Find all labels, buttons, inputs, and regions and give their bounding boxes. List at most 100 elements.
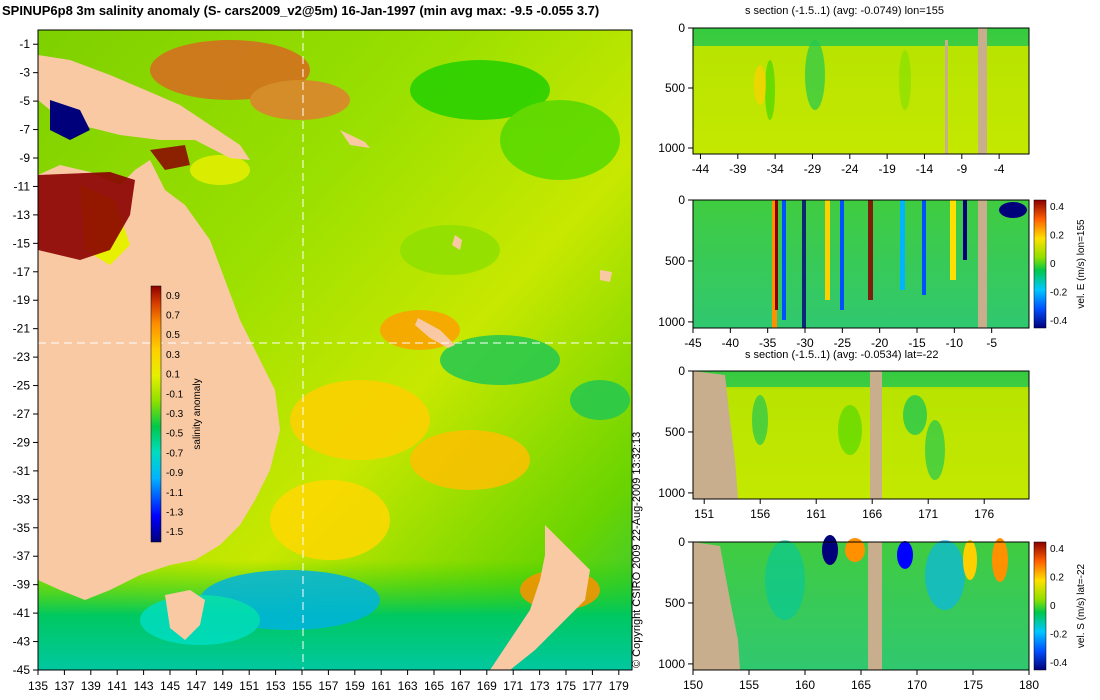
- map-x-tick-label: 135: [28, 679, 48, 693]
- vel-e-colorbar: [1033, 199, 1047, 329]
- velocity-colorbar-tick-label: 0.2: [1050, 231, 1064, 242]
- salinity-colorbar-tick-label: -0.1: [166, 389, 184, 400]
- salinity-colorbar-tick-label: 0.3: [166, 350, 180, 361]
- vel-s-colorbar-ticks: 0.4 0.2 0 -0.2 -0.4: [1050, 544, 1068, 669]
- map-y-tick-label: -41: [13, 606, 31, 620]
- section-x-tick-label: -40: [722, 336, 740, 350]
- gulf-high-salinity: [38, 172, 135, 260]
- salinity-colorbar-tick-label: -0.5: [166, 429, 184, 440]
- salinity-colorbar-tick-label: -1.5: [166, 527, 184, 538]
- section2-land: [978, 200, 987, 328]
- map-x-tick-label: 153: [266, 679, 286, 693]
- section-x-tick-label: -10: [946, 336, 964, 350]
- png-coast-high: [150, 145, 190, 170]
- section-x-tick-label: -20: [871, 336, 889, 350]
- section-y-tick-label: 1000: [658, 315, 685, 329]
- section-panel-1: -44 -39 -34 -29 -24 -19 -14 -9 -4 0 500 1000: [658, 21, 1030, 176]
- velocity-colorbar-tick-label: -0.2: [1050, 287, 1068, 298]
- section-x-tick-label: 155: [739, 678, 759, 692]
- salinity-colorbar-tick-label: 0.1: [166, 370, 180, 381]
- salinity-colorbar-tick-label: 0.7: [166, 311, 180, 322]
- section-x-tick-label: -29: [804, 162, 822, 176]
- map-y-tick-label: -31: [13, 464, 31, 478]
- map-y-tick-label: -29: [13, 435, 31, 449]
- section4-y-ticks: 0 500 1000: [658, 535, 693, 671]
- section-x-tick-label: -5: [986, 336, 997, 350]
- new-caledonia-landmass: [415, 318, 455, 348]
- section-y-tick-label: 500: [665, 254, 685, 268]
- map-x-tick-label: 141: [107, 679, 127, 693]
- map-frame: [37, 29, 633, 671]
- map-x-tick-label: 155: [292, 679, 312, 693]
- map-x-tick-label: 171: [503, 679, 523, 693]
- section-x-tick-label: 161: [806, 507, 826, 521]
- map-y-tick-label: -27: [13, 407, 31, 421]
- salinity-colorbar-tick-label: -0.7: [166, 448, 184, 459]
- map-y-tick-label: -17: [13, 265, 31, 279]
- section-x-tick-label: -35: [759, 336, 777, 350]
- map-x-ticks: 135 137 139 141 143 145 147 149 151 153 155 157 159 1…: [28, 670, 629, 693]
- section-x-tick-label: -45: [684, 336, 702, 350]
- section4-shelf: [693, 542, 740, 670]
- tasmania-landmass: [165, 590, 205, 640]
- vel-e-colorbar-ticks: 0.4 0.2 0 -0.2 -0.4: [1050, 202, 1068, 327]
- section-x-tick-label: 166: [862, 507, 882, 521]
- map-y-tick-label: -33: [13, 492, 31, 506]
- panel1-title: s section (-1.5..1) (avg: -0.0749) lon=1…: [745, 5, 945, 17]
- png-low-salinity: [50, 100, 90, 140]
- section3-shelf: [693, 371, 738, 499]
- section-x-tick-label: -24: [841, 162, 859, 176]
- section-x-tick-label: -15: [908, 336, 926, 350]
- section2-y-ticks: 0 500 1000: [658, 193, 693, 329]
- map-panel: 0.9 0.7 0.5 0.3 0.1 -0.1 -0.3 -0.5 -0.7 -0.9 -1.1 -…: [13, 29, 633, 693]
- map-x-tick-label: 151: [239, 679, 259, 693]
- section-y-tick-label: 1000: [658, 657, 685, 671]
- salinity-colorbar-tick-label: 0.9: [166, 291, 180, 302]
- section-y-tick-label: 500: [665, 425, 685, 439]
- map-y-tick-label: -25: [13, 379, 31, 393]
- map-y-tick-label: -35: [13, 521, 31, 535]
- map-x-tick-label: 143: [134, 679, 154, 693]
- section2-x-ticks: -45 -40 -35 -30 -25 -20 -15 -10 -5: [684, 328, 997, 350]
- section4-field: [693, 542, 1029, 670]
- section2-field: [693, 200, 1029, 328]
- section-x-tick-label: -34: [766, 162, 784, 176]
- section-panel-2: 0.4 0.2 0 -0.2 -0.4 vel. E (m/s) lon=155 -45…: [658, 193, 1087, 350]
- velocity-colorbar-tick-label: -0.4: [1050, 316, 1068, 327]
- solomon-island: [340, 130, 370, 148]
- map-x-tick-label: 139: [81, 679, 101, 693]
- salinity-colorbar-tick-label: -0.3: [166, 409, 184, 420]
- section-panel-3: 151 156 161 166 171 176 0 500 1000: [658, 364, 1030, 521]
- section-x-tick-label: -25: [834, 336, 852, 350]
- vel-s-colorbar-label: vel. S (m/s) lat=-22: [1076, 563, 1087, 648]
- section-x-tick-label: 171: [918, 507, 938, 521]
- salinity-colorbar: [150, 285, 162, 543]
- vel-e-colorbar-label: vel. E (m/s) lon=155: [1076, 219, 1087, 309]
- section-x-tick-label: 151: [694, 507, 714, 521]
- section-x-tick-label: 175: [963, 678, 983, 692]
- map-y-tick-label: -21: [13, 322, 31, 336]
- map-y-tick-label: -5: [19, 94, 30, 108]
- map-y-ticks: -1 -3 -5 -7 -9 -11 -13 -15 -17 -19 -21 -23 -25 -27 -29…: [13, 37, 38, 677]
- section-y-tick-label: 0: [678, 193, 685, 207]
- salinity-colorbar-tick-label: 0.5: [166, 330, 180, 341]
- section-x-tick-label: 170: [907, 678, 927, 692]
- map-y-tick-label: -39: [13, 578, 31, 592]
- salinity-colorbar-label: salinity anomaly: [192, 378, 203, 449]
- salinity-colorbar-tick-label: -1.3: [166, 507, 184, 518]
- panel3-title: s section (-1.5..1) (avg: -0.0534) lat=-…: [745, 349, 939, 361]
- map-x-tick-label: 159: [345, 679, 365, 693]
- map-x-tick-label: 137: [54, 679, 74, 693]
- section-x-tick-label: -30: [796, 336, 814, 350]
- velocity-colorbar-tick-label: 0: [1050, 259, 1056, 270]
- section-y-tick-label: 500: [665, 596, 685, 610]
- vanuatu-island: [452, 235, 462, 250]
- map-y-tick-label: -11: [14, 179, 31, 193]
- map-y-tick-label: -23: [13, 350, 31, 364]
- section-y-tick-label: 0: [678, 364, 685, 378]
- salinity-colorbar-ticks: 0.9 0.7 0.5 0.3 0.1 -0.1 -0.3 -0.5 -0.7 -0.9 -1.1 -…: [166, 291, 184, 538]
- section-y-tick-label: 1000: [658, 141, 685, 155]
- new-zealand-landmass: [490, 525, 590, 670]
- map-y-tick-label: -43: [13, 635, 31, 649]
